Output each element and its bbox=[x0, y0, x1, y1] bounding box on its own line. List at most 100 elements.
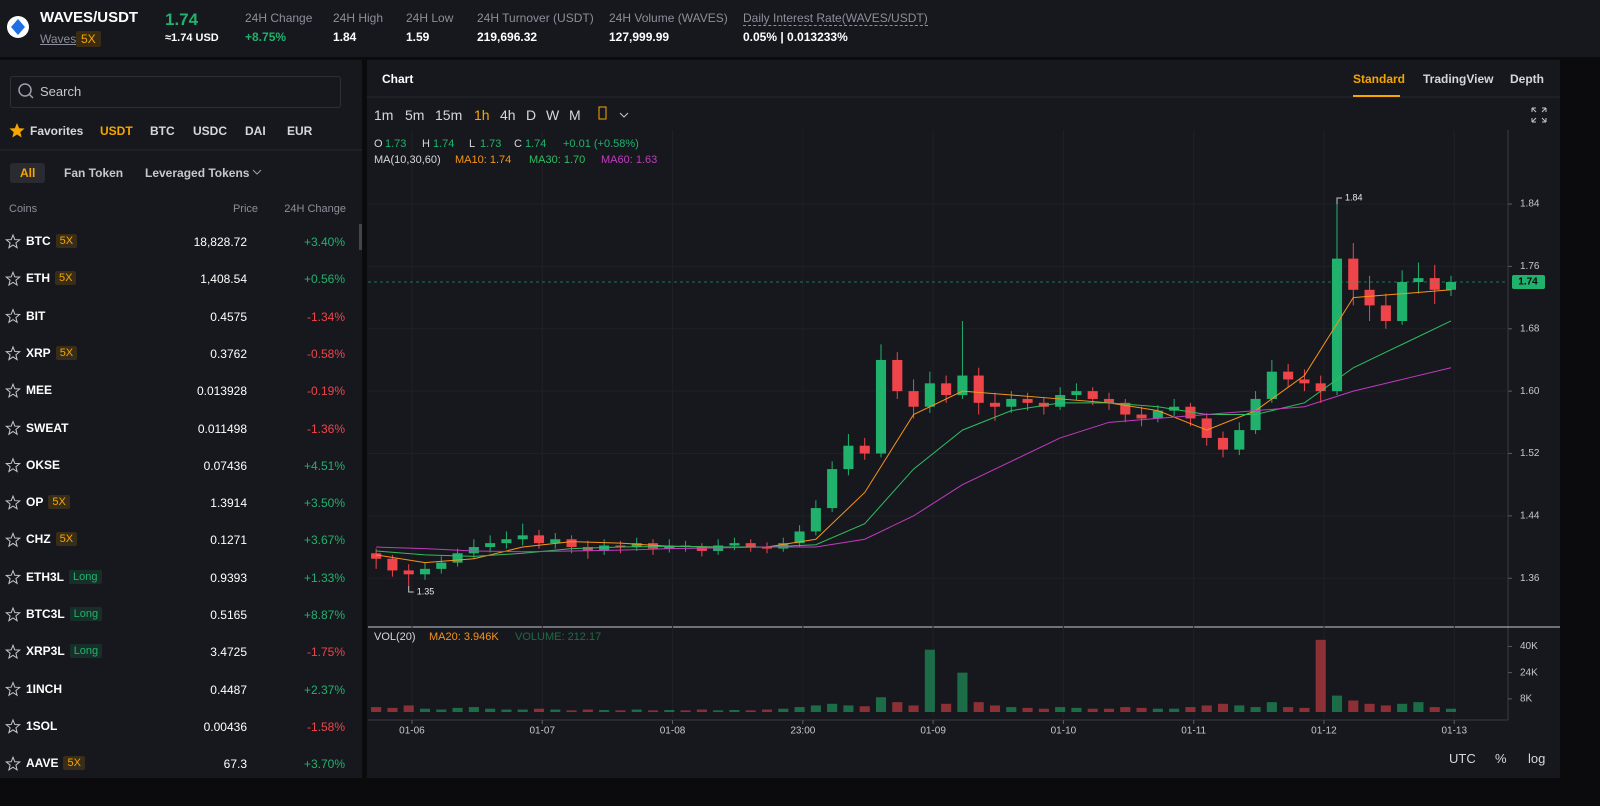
candle-body bbox=[745, 543, 756, 548]
market-tab[interactable]: USDT bbox=[100, 124, 133, 138]
ma-label: MA(10,30,60) bbox=[374, 154, 441, 166]
axis-option[interactable]: log bbox=[1528, 751, 1546, 766]
star-outline[interactable] bbox=[4, 457, 22, 473]
volume-bar bbox=[501, 709, 512, 712]
stat-label: 24H High bbox=[333, 11, 384, 25]
search-icon bbox=[18, 83, 32, 97]
expand-icon[interactable] bbox=[1531, 107, 1547, 123]
coin-row[interactable]: BIT bbox=[26, 309, 45, 323]
column-header[interactable]: Price bbox=[232, 203, 258, 215]
view-tab[interactable]: TradingView bbox=[1423, 72, 1494, 86]
star-outline[interactable] bbox=[4, 755, 22, 772]
coin-row[interactable]: 1SOL bbox=[26, 719, 57, 733]
star-outline[interactable] bbox=[4, 532, 22, 548]
star-outline[interactable] bbox=[4, 681, 22, 697]
interval[interactable]: W bbox=[546, 107, 560, 123]
star-outline[interactable] bbox=[4, 569, 22, 585]
axis-option[interactable]: UTC bbox=[1449, 751, 1476, 766]
star-outline[interactable] bbox=[4, 718, 22, 734]
candle-body bbox=[973, 375, 984, 403]
interval[interactable]: 5m bbox=[405, 107, 425, 123]
market-tab[interactable]: BTC bbox=[150, 124, 175, 138]
ohlc-value: 1.73 bbox=[480, 138, 502, 150]
y-tick-label: 1.60 bbox=[1520, 386, 1540, 397]
interval[interactable]: 4h bbox=[500, 107, 516, 123]
candle-body bbox=[1429, 278, 1440, 290]
coin-row[interactable]: AAVE 5X bbox=[26, 756, 85, 771]
coin-row[interactable]: BTC3L Long bbox=[26, 607, 103, 621]
volume-bar bbox=[859, 706, 870, 712]
y-tick-label: 1.76 bbox=[1520, 261, 1540, 272]
coin-row[interactable]: ETH 5X bbox=[26, 271, 77, 286]
search-box[interactable]: Search bbox=[10, 76, 341, 108]
column-header[interactable]: 24H Change bbox=[284, 203, 346, 215]
interval[interactable]: 15m bbox=[435, 107, 463, 123]
base-link[interactable]: Waves bbox=[40, 32, 77, 46]
filter-tab[interactable]: Fan Token bbox=[64, 166, 124, 180]
symbol[interactable]: WAVES/USDT bbox=[40, 9, 139, 26]
filter-tab[interactable]: All bbox=[10, 163, 46, 183]
coin-name: MEE bbox=[26, 383, 53, 398]
star-outline[interactable] bbox=[4, 643, 22, 660]
volume-bar bbox=[371, 707, 382, 712]
column-header[interactable]: Coins bbox=[9, 203, 38, 215]
candle-icon[interactable] bbox=[598, 106, 607, 120]
coin-row[interactable]: 1INCH bbox=[26, 682, 62, 696]
candle-body bbox=[794, 531, 805, 544]
candle-body bbox=[371, 553, 382, 559]
coin-row[interactable]: MEE bbox=[26, 383, 52, 397]
candle-body bbox=[631, 543, 642, 548]
star-outline[interactable] bbox=[4, 606, 22, 622]
coin-row[interactable]: SWEAT bbox=[26, 421, 68, 435]
view-tab[interactable]: Depth bbox=[1510, 72, 1544, 86]
ma-legend: MA60: 1.63 bbox=[601, 154, 658, 166]
stat-value: 219,696.32 bbox=[477, 30, 538, 44]
coin-row[interactable]: OP 5X bbox=[26, 495, 70, 510]
filter-tab[interactable]: Leveraged Tokens bbox=[145, 166, 250, 180]
star-outline[interactable] bbox=[4, 270, 22, 287]
star-outline[interactable] bbox=[4, 345, 22, 361]
coin-change: +1.33% bbox=[303, 570, 345, 585]
star-outline[interactable] bbox=[4, 233, 22, 249]
candle-body bbox=[1201, 418, 1212, 438]
market-tab[interactable]: EUR bbox=[287, 124, 313, 138]
coin-row[interactable]: XRP 5X bbox=[26, 345, 78, 360]
ma-legend: MA30: 1.70 bbox=[529, 154, 586, 166]
volume-bar bbox=[1071, 707, 1082, 712]
star-outline[interactable] bbox=[4, 308, 22, 324]
chevron[interactable] bbox=[252, 169, 262, 175]
candle-body bbox=[647, 543, 659, 549]
interval[interactable]: D bbox=[526, 107, 537, 123]
coin-price: 0.07436 bbox=[203, 458, 247, 473]
candle-body bbox=[843, 445, 854, 470]
market-tab[interactable]: USDC bbox=[193, 124, 228, 138]
coin-name: BTC bbox=[26, 234, 51, 248]
interval[interactable]: M bbox=[569, 107, 581, 123]
coin-row[interactable]: CHZ 5X bbox=[26, 532, 78, 547]
star-outline[interactable] bbox=[4, 382, 22, 399]
volume-bar bbox=[1038, 708, 1049, 712]
volume-bar bbox=[403, 705, 414, 712]
volume-bar bbox=[957, 672, 968, 712]
coin-row[interactable]: OKSE bbox=[26, 458, 60, 472]
volume-bar bbox=[1364, 703, 1375, 712]
star-outline[interactable] bbox=[4, 494, 22, 510]
coin-name: BIT bbox=[26, 308, 46, 323]
candle-body bbox=[615, 545, 626, 548]
market-tab[interactable]: Favorites bbox=[30, 124, 84, 138]
coin-price: 0.1271 bbox=[210, 533, 247, 548]
axis-option[interactable]: % bbox=[1495, 751, 1507, 766]
view-tab[interactable]: Standard bbox=[1353, 72, 1406, 86]
coin-row[interactable]: XRP3L Long bbox=[26, 644, 103, 659]
star-outline[interactable] bbox=[4, 420, 22, 436]
coin-name: CHZ bbox=[26, 532, 51, 547]
chevron[interactable] bbox=[619, 112, 629, 118]
volume-bar bbox=[1201, 705, 1212, 712]
coin-row[interactable]: ETH3L Long bbox=[26, 569, 102, 584]
volume-bar bbox=[794, 707, 805, 712]
interval[interactable]: 1m bbox=[374, 107, 394, 123]
interval[interactable]: 1h bbox=[474, 107, 490, 123]
stat-label: Daily Interest Rate(WAVES/USDT) bbox=[743, 11, 928, 26]
coin-row[interactable]: BTC 5X bbox=[26, 234, 78, 248]
market-tab[interactable]: DAI bbox=[245, 124, 266, 138]
